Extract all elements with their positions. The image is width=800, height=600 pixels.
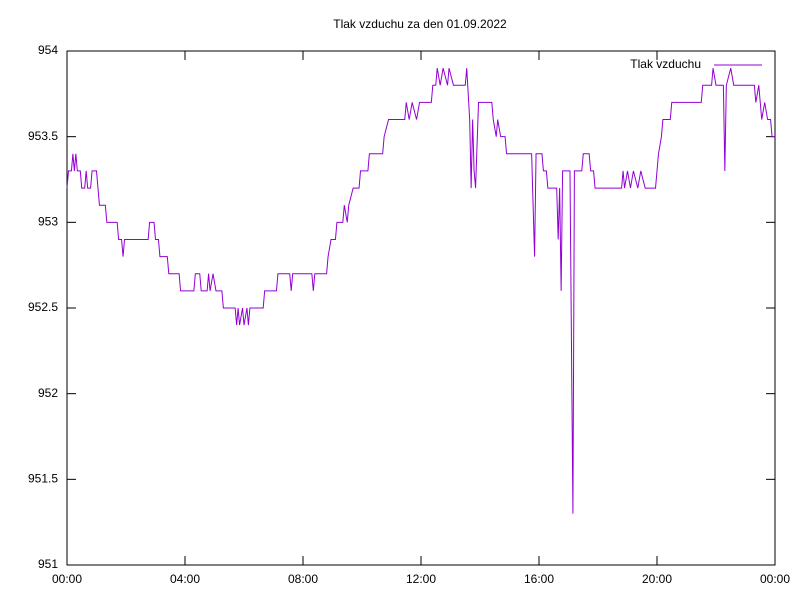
legend-label: Tlak vzduchu — [630, 57, 701, 71]
y-tick-label: 951 — [38, 557, 58, 571]
data-line — [66, 68, 775, 514]
x-tick-label: 04:00 — [170, 572, 200, 586]
x-tick-label: 12:00 — [406, 572, 436, 586]
y-tick-label: 952 — [38, 386, 58, 400]
x-tick-label: 08:00 — [288, 572, 318, 586]
y-tick-label: 953 — [38, 215, 58, 229]
y-tick-label: 951.5 — [28, 472, 58, 486]
x-tick-label: 00:00 — [52, 572, 82, 586]
x-tick-label: 00:00 — [760, 572, 790, 586]
y-tick-label: 954 — [38, 43, 58, 57]
x-tick-label: 16:00 — [524, 572, 554, 586]
y-tick-label: 952.5 — [28, 300, 58, 314]
chart-title: Tlak vzduchu za den 01.09.2022 — [333, 17, 507, 31]
y-tick-label: 953.5 — [28, 129, 58, 143]
x-tick-label: 20:00 — [642, 572, 672, 586]
